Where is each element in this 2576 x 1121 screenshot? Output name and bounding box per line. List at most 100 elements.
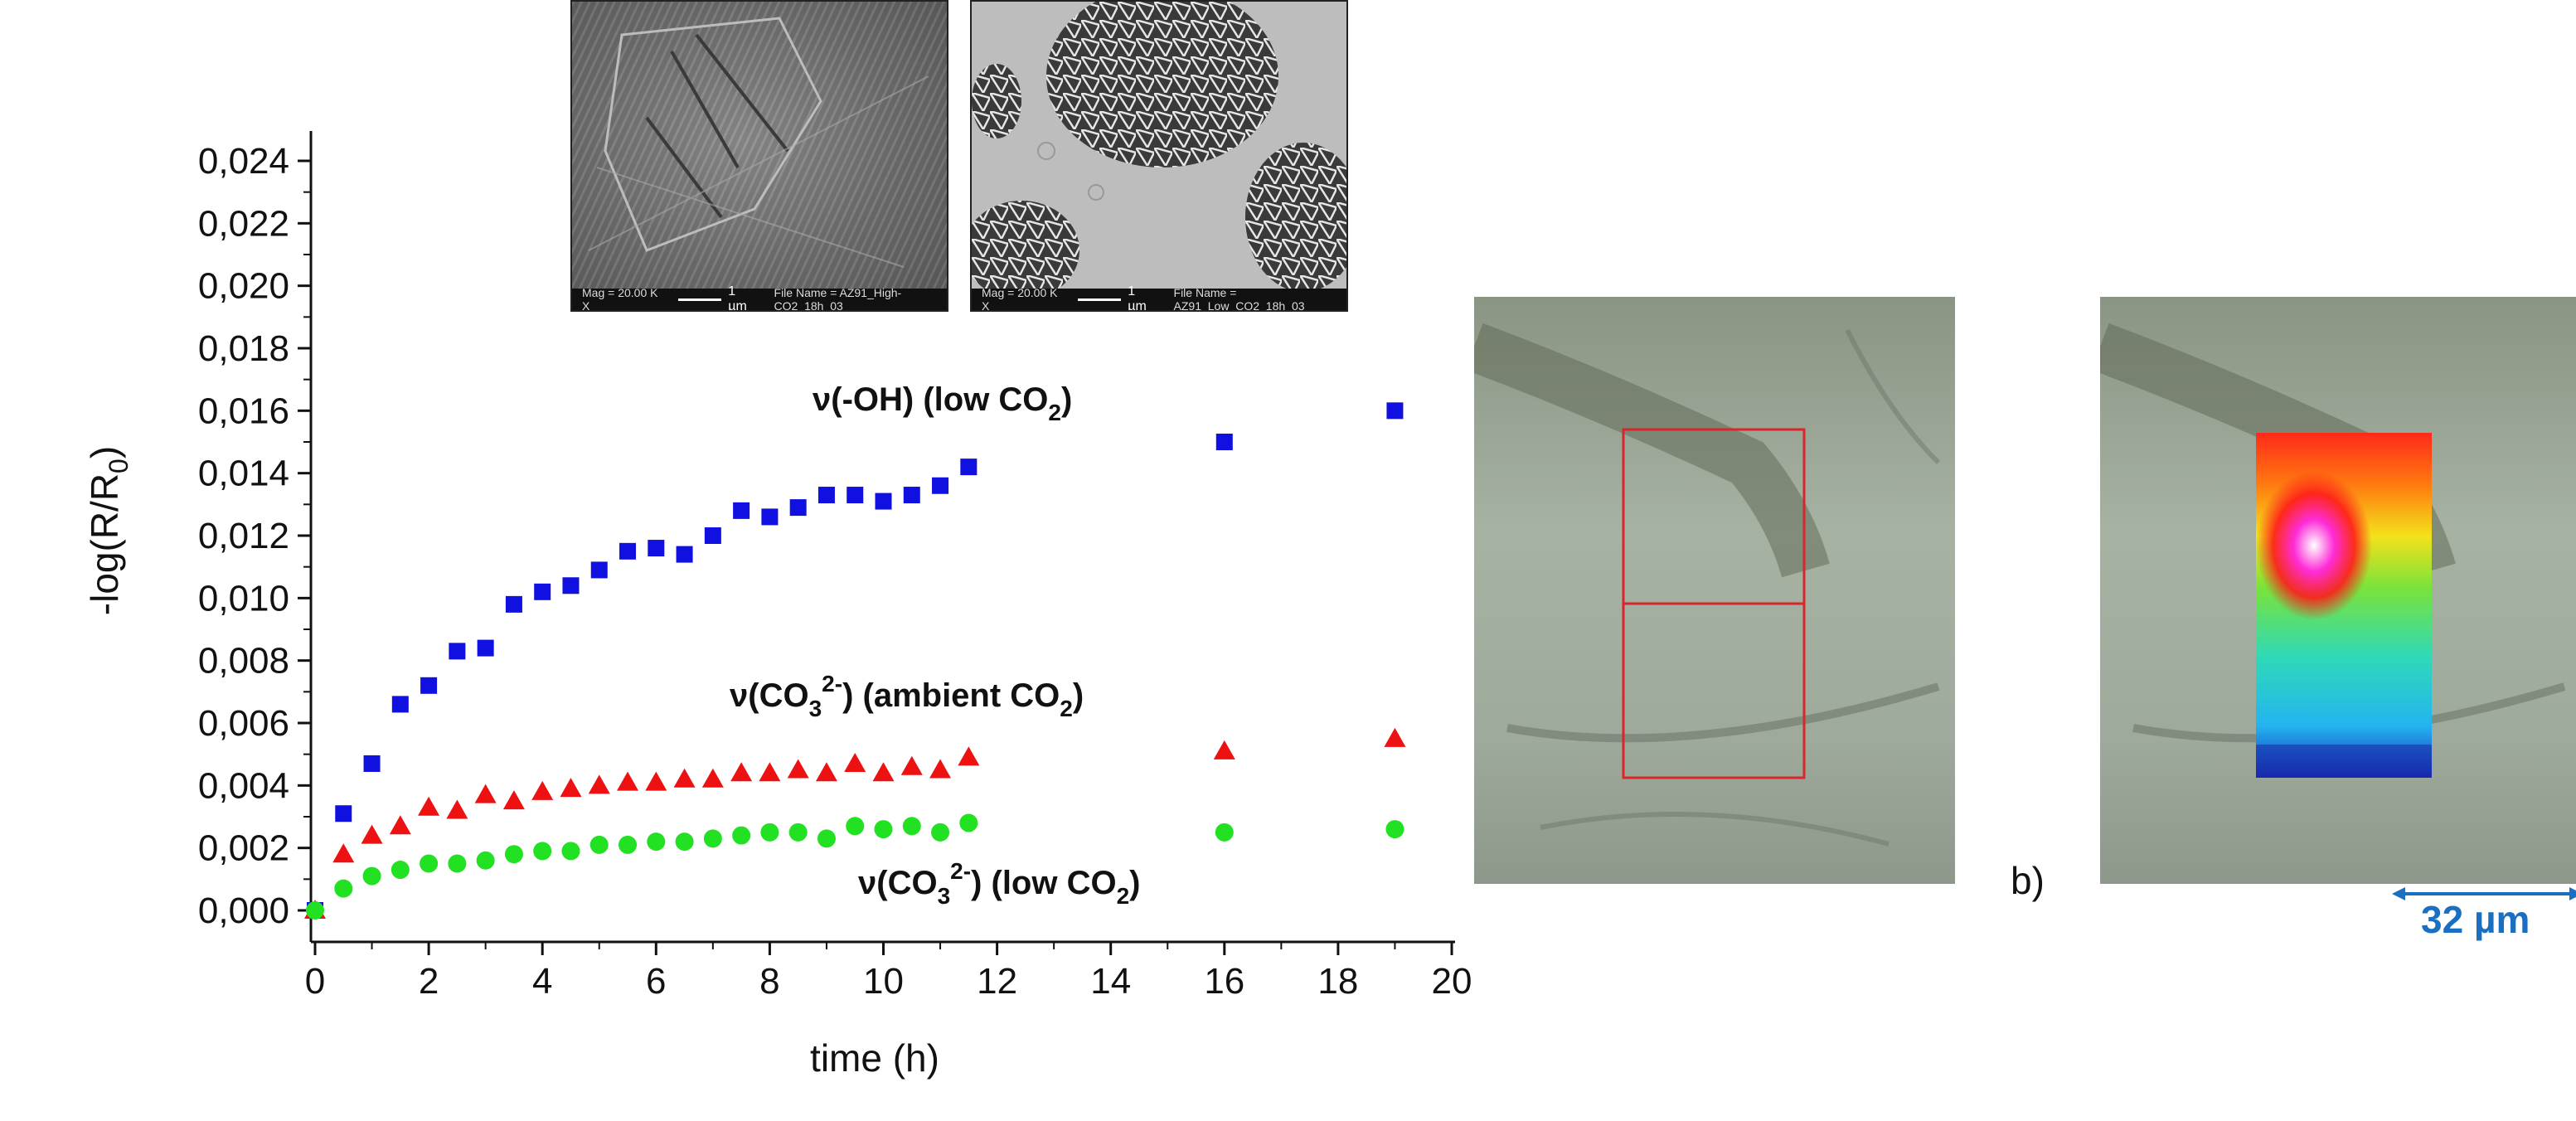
data-point-square [789, 499, 807, 517]
data-point-circle [420, 854, 439, 873]
sem-texture-1 [588, 17, 929, 268]
data-point-square [1215, 434, 1233, 450]
y-tick-label: 0,006 [198, 703, 289, 744]
x-tick-label: 0 [305, 961, 325, 1002]
sem-info-bar-2: Mag = 20.00 K X 1 µm File Name = AZ91_Lo… [972, 284, 1346, 312]
microscope-image-map [2100, 297, 2576, 884]
scale-label: 32 µm [2421, 898, 2530, 941]
data-point-triangle [531, 780, 554, 800]
data-point-triangle [645, 771, 667, 791]
data-point-circle [703, 829, 722, 848]
sem-image-high-co2: Mag = 20.00 K X 1 µm File Name = AZ91_Hi… [570, 0, 948, 312]
x-axis-label: time (h) [810, 1036, 939, 1080]
data-point-triangle [418, 796, 440, 816]
x-tick-label: 10 [863, 961, 904, 1002]
data-point-square [505, 595, 522, 613]
data-point-circle [817, 829, 836, 848]
data-point-square [648, 540, 665, 557]
data-point-square [676, 546, 693, 563]
data-point-square [391, 696, 409, 713]
data-point-square [534, 583, 551, 600]
data-point-square [590, 561, 608, 579]
data-point-square [420, 677, 438, 694]
data-point-square [1386, 402, 1404, 420]
data-point-square [733, 502, 750, 519]
microscope-texture-2 [2100, 323, 2566, 778]
chart-ticks: 0 2 4 6 8 10 12 14 16 18 20 0,000 0,002 0,004 0,006 0,0… [198, 141, 1472, 1002]
data-point-circle [931, 823, 950, 842]
data-point-square [477, 639, 494, 657]
y-tick-label: 0,004 [198, 765, 289, 806]
sem-scale-2: 1 µm [1078, 284, 1153, 310]
y-tick-label: 0,002 [198, 828, 289, 869]
x-tick-label: 12 [977, 961, 1017, 1002]
data-point-square [875, 493, 892, 510]
y-tick-label: 0,022 [198, 203, 289, 244]
data-point-square [847, 487, 864, 504]
data-point-square [761, 508, 779, 526]
data-point-square [817, 487, 835, 504]
data-point-triangle [389, 815, 411, 835]
y-tick-label: 0,010 [198, 578, 289, 619]
data-point-circle [675, 832, 694, 852]
series-label-co3-ambient: ν(CO32-) (ambient CO2) [730, 671, 1084, 721]
y-tick-label: 0,000 [198, 890, 289, 931]
data-point-triangle [787, 759, 809, 779]
sem-info-bar-1: Mag = 20.00 K X 1 µm File Name = AZ91_Hi… [572, 284, 947, 312]
x-tick-label: 14 [1090, 961, 1131, 1002]
data-point-square [960, 459, 978, 476]
x-tick-label: 20 [1432, 961, 1472, 1002]
chart-marks [304, 402, 1406, 920]
y-tick-label: 0,008 [198, 641, 289, 682]
y-tick-label: 0,024 [198, 141, 289, 182]
data-point-circle [561, 842, 580, 861]
data-point-circle [959, 813, 978, 832]
sem-filename-2: File Name = AZ91_Low_CO2_18h_03 [1173, 286, 1305, 312]
x-tick-label: 2 [419, 961, 439, 1002]
sem-magnification-2: Mag = 20.00 K X [982, 286, 1058, 312]
data-point-triangle [673, 768, 696, 788]
data-point-circle [1385, 820, 1404, 839]
series-0 [307, 402, 1404, 919]
data-point-circle [533, 842, 552, 861]
data-point-square [932, 477, 949, 494]
y-tick-label: 0,012 [198, 516, 289, 556]
y-tick-label: 0,016 [198, 391, 289, 431]
sem-magnification-1: Mag = 20.00 K X [582, 286, 658, 312]
data-point-triangle [815, 762, 837, 782]
scale-arrow [2392, 887, 2576, 900]
data-point-triangle [872, 762, 895, 782]
data-point-square [363, 755, 381, 772]
data-point-triangle [361, 824, 383, 844]
series-label-oh-low: ν(-OH) (low CO2) [813, 381, 1072, 425]
y-axis-label: -log(R/R0) [83, 446, 133, 615]
data-point-triangle [502, 790, 525, 810]
data-point-circle [504, 845, 523, 864]
data-point-square [449, 643, 466, 660]
microscope-texture-1 [1474, 323, 1941, 847]
data-point-circle [619, 835, 638, 854]
data-point-triangle [446, 799, 468, 819]
x-tick-label: 4 [532, 961, 552, 1002]
data-point-triangle [929, 759, 952, 779]
y-tick-label: 0,018 [198, 328, 289, 369]
series-label-co3-low: ν(CO32-) (low CO2) [858, 858, 1141, 909]
data-point-circle [732, 826, 751, 845]
data-point-triangle [588, 774, 610, 794]
x-tick-label: 18 [1317, 961, 1358, 1002]
data-point-triangle [332, 843, 355, 863]
series-2 [306, 813, 1404, 920]
x-tick-label: 6 [646, 961, 666, 1002]
data-point-square [704, 527, 721, 544]
data-point-circle [647, 832, 666, 852]
data-point-circle [846, 817, 865, 836]
data-point-square [619, 542, 637, 560]
scatter-chart: 0 2 4 6 8 10 12 14 16 18 20 0,000 0,002 0,004 0,006 0,0… [83, 131, 1472, 1080]
sem-texture-2 [972, 2, 1346, 289]
data-point-triangle [900, 755, 923, 775]
x-tick-label: 16 [1204, 961, 1244, 1002]
data-point-circle [874, 820, 893, 839]
data-point-circle [391, 861, 410, 880]
data-point-triangle [474, 784, 497, 803]
data-point-circle [1215, 823, 1234, 842]
